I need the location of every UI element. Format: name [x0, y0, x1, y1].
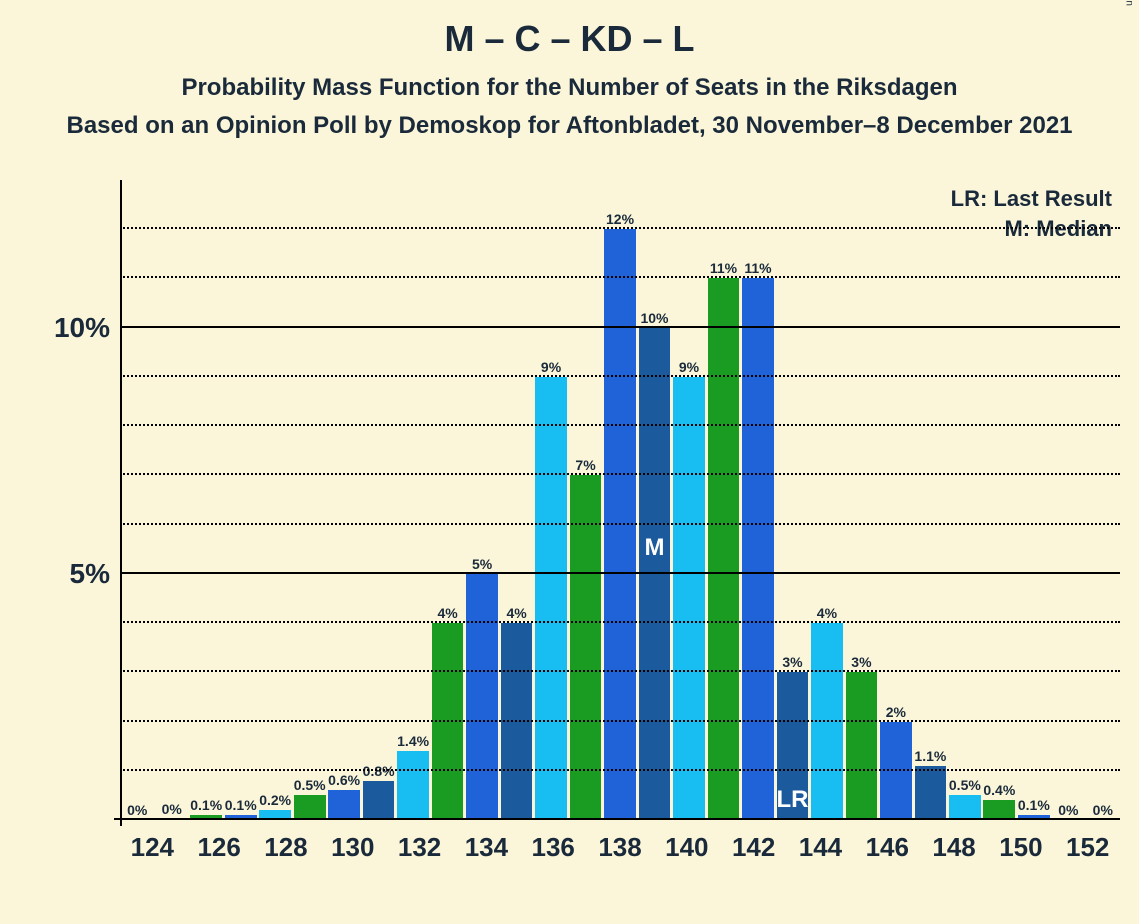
bar-value-label: 4%: [437, 605, 457, 621]
chart-subtitle-1: Probability Mass Function for the Number…: [0, 60, 1139, 102]
x-tick-label: 138: [587, 832, 654, 863]
copyright-text: © 2021 Filip van Laenen: [1124, 0, 1135, 6]
gridline-minor: [120, 276, 1120, 278]
bar-value-label: 9%: [541, 359, 561, 375]
y-tick-label: 10%: [54, 312, 120, 344]
bar-value-label: 3%: [782, 654, 802, 670]
bar-value-label: 0.1%: [225, 797, 257, 813]
bar-value-label: 12%: [606, 211, 634, 227]
gridline-minor: [120, 720, 1120, 722]
bar: 0.5%: [294, 795, 326, 820]
bar-value-label: 4%: [817, 605, 837, 621]
median-marker: M: [645, 534, 665, 562]
x-tick-label: 132: [386, 832, 453, 863]
bar: 3%: [846, 672, 878, 820]
bar: 5%: [466, 574, 498, 820]
bar: 11%: [742, 278, 774, 820]
x-tick-label: 130: [319, 832, 386, 863]
bar-value-label: 0.4%: [983, 782, 1015, 798]
x-tick-label: 150: [987, 832, 1054, 863]
gridline-minor: [120, 227, 1120, 229]
bar-value-label: 0.1%: [1018, 797, 1050, 813]
bar-value-label: 11%: [710, 260, 737, 276]
bar-value-label: 0.5%: [294, 777, 326, 793]
bar-value-label: 7%: [575, 457, 595, 473]
y-axis: [120, 180, 122, 826]
gridline-minor: [120, 523, 1120, 525]
bar-value-label: 0%: [1058, 802, 1078, 818]
bar: 1.1%: [915, 766, 947, 820]
x-tick-label: 144: [787, 832, 854, 863]
x-tick-label: 124: [119, 832, 186, 863]
bar: 11%: [708, 278, 740, 820]
bar-value-label: 5%: [472, 556, 492, 572]
bar: 1.4%: [397, 751, 429, 820]
gridline-minor: [120, 424, 1120, 426]
bar-value-label: 0.1%: [190, 797, 222, 813]
y-tick-label: 5%: [70, 558, 120, 590]
plot-area: LR: Last Result M: Median 0%0%0.1%0.1%0.…: [120, 180, 1120, 820]
x-tick-label: 128: [253, 832, 320, 863]
gridline-minor: [120, 769, 1120, 771]
x-tick-label: 152: [1054, 832, 1121, 863]
bar-value-label: 0%: [127, 802, 147, 818]
x-tick-label: 126: [186, 832, 253, 863]
x-tick-label: 136: [520, 832, 587, 863]
x-axis-labels: 1241261281301321341361381401421441461481…: [86, 832, 1139, 863]
x-tick-label: 142: [720, 832, 787, 863]
bar: 0.5%: [949, 795, 981, 820]
bar-value-label: 0%: [162, 801, 182, 817]
bar-value-label: 0.2%: [259, 792, 291, 808]
x-tick-label: 134: [453, 832, 520, 863]
bar: 0.6%: [328, 790, 360, 820]
bar-value-label: 0%: [1093, 802, 1113, 818]
bar-value-label: 11%: [744, 260, 771, 276]
gridline-minor: [120, 375, 1120, 377]
bar-value-label: 3%: [851, 654, 871, 670]
x-tick-label: 148: [921, 832, 988, 863]
last-result-marker: LR: [776, 786, 808, 814]
chart-subtitle-2: Based on an Opinion Poll by Demoskop for…: [0, 102, 1139, 140]
gridline-minor: [120, 473, 1120, 475]
bar: 0.8%: [363, 781, 395, 820]
gridline-major: [120, 572, 1120, 574]
bar-value-label: 0.6%: [328, 772, 360, 788]
x-axis: [114, 818, 1120, 820]
bar-value-label: 4%: [506, 605, 526, 621]
bar: 3%LR: [777, 672, 809, 820]
bar: 9%: [535, 377, 567, 820]
bar-value-label: 1.4%: [397, 733, 429, 749]
bar-value-label: 2%: [886, 704, 906, 720]
x-tick-label: 140: [653, 832, 720, 863]
chart-title: M – C – KD – L: [0, 0, 1139, 60]
bar-value-label: 9%: [679, 359, 699, 375]
bar-value-label: 1.1%: [914, 748, 946, 764]
bar: 9%: [673, 377, 705, 820]
bar-value-label: 10%: [640, 310, 668, 326]
gridline-major: [120, 326, 1120, 328]
gridline-minor: [120, 670, 1120, 672]
gridline-minor: [120, 621, 1120, 623]
x-tick-label: 146: [854, 832, 921, 863]
bar-value-label: 0.5%: [949, 777, 981, 793]
